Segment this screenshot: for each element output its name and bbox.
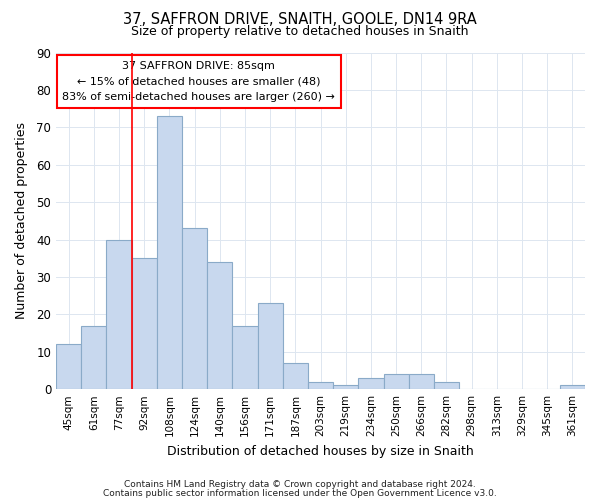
Bar [434,382,459,389]
Text: Contains public sector information licensed under the Open Government Licence v3: Contains public sector information licen… [103,488,497,498]
Bar [207,262,232,389]
Bar [131,258,157,389]
Y-axis label: Number of detached properties: Number of detached properties [15,122,28,320]
Text: Size of property relative to detached houses in Snaith: Size of property relative to detached ho… [131,25,469,38]
X-axis label: Distribution of detached houses by size in Snaith: Distribution of detached houses by size … [167,444,474,458]
Bar [257,303,283,389]
Text: 37 SAFFRON DRIVE: 85sqm
← 15% of detached houses are smaller (48)
83% of semi-de: 37 SAFFRON DRIVE: 85sqm ← 15% of detache… [62,61,335,102]
Text: 37, SAFFRON DRIVE, SNAITH, GOOLE, DN14 9RA: 37, SAFFRON DRIVE, SNAITH, GOOLE, DN14 9… [123,12,477,28]
Text: Contains HM Land Registry data © Crown copyright and database right 2024.: Contains HM Land Registry data © Crown c… [124,480,476,489]
Bar [182,228,207,389]
Bar [283,363,308,389]
Bar [106,240,131,389]
Bar [560,386,585,389]
Bar [383,374,409,389]
Bar [56,344,81,389]
Bar [333,386,358,389]
Bar [81,326,106,389]
Bar [232,326,257,389]
Bar [358,378,383,389]
Bar [308,382,333,389]
Bar [157,116,182,389]
Bar [409,374,434,389]
